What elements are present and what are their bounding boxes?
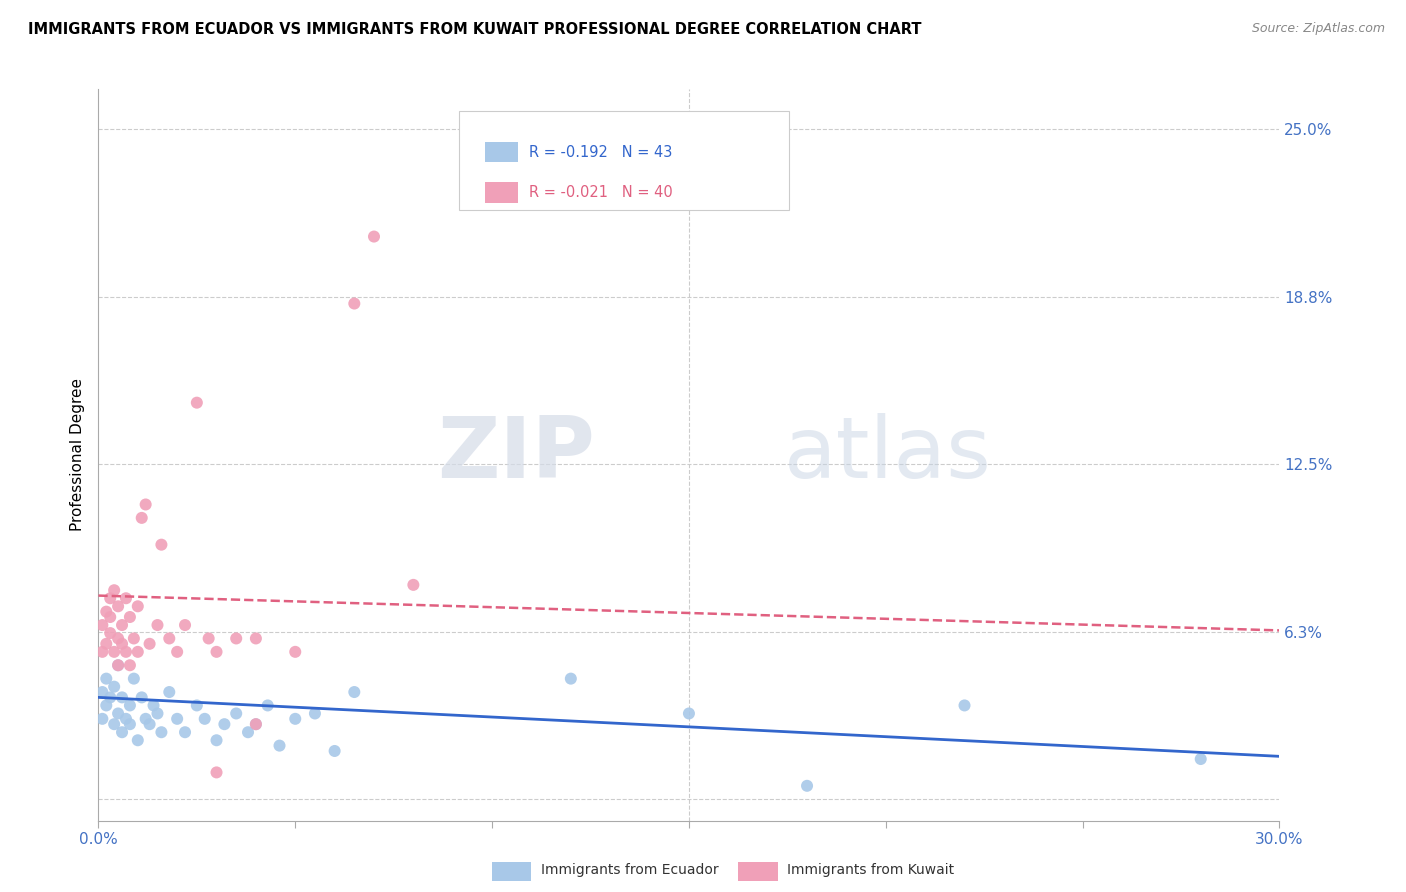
Point — [96, 637, 118, 651]
Point — [343, 685, 366, 699]
Point — [186, 698, 208, 713]
Point — [343, 296, 366, 310]
Point — [205, 645, 228, 659]
Point — [146, 618, 169, 632]
Point — [127, 599, 149, 614]
Point — [157, 685, 180, 699]
Point — [115, 712, 138, 726]
Point — [1189, 752, 1212, 766]
Point — [118, 698, 141, 713]
Point — [256, 698, 278, 713]
Text: R = -0.192   N = 43: R = -0.192 N = 43 — [530, 145, 673, 160]
Point — [122, 672, 145, 686]
Point — [225, 706, 247, 721]
Point — [103, 583, 125, 598]
Point — [214, 717, 236, 731]
Point — [150, 725, 173, 739]
Point — [115, 591, 138, 606]
Point — [127, 645, 149, 659]
Point — [284, 645, 307, 659]
Point — [131, 690, 153, 705]
Point — [402, 578, 425, 592]
Point — [96, 672, 118, 686]
Point — [138, 637, 160, 651]
Point — [796, 779, 818, 793]
Point — [91, 645, 114, 659]
Point — [107, 632, 129, 646]
Point — [103, 717, 125, 731]
Point — [98, 626, 121, 640]
Point — [166, 645, 188, 659]
Point — [118, 610, 141, 624]
Point — [111, 690, 134, 705]
Point — [107, 599, 129, 614]
Point — [197, 632, 219, 646]
Point — [98, 591, 121, 606]
Point — [98, 610, 121, 624]
Text: Immigrants from Kuwait: Immigrants from Kuwait — [787, 863, 955, 877]
Point — [103, 680, 125, 694]
Point — [91, 685, 114, 699]
Point — [111, 725, 134, 739]
Point — [245, 717, 267, 731]
Point — [150, 538, 173, 552]
Bar — [485, 182, 517, 202]
Point — [142, 698, 165, 713]
Point — [131, 511, 153, 525]
Point — [245, 717, 267, 731]
Text: Immigrants from Ecuador: Immigrants from Ecuador — [541, 863, 718, 877]
Point — [205, 765, 228, 780]
Point — [91, 712, 114, 726]
Point — [111, 637, 134, 651]
Point — [678, 706, 700, 721]
Point — [122, 632, 145, 646]
Point — [135, 498, 157, 512]
Point — [96, 605, 118, 619]
Point — [127, 733, 149, 747]
Text: Source: ZipAtlas.com: Source: ZipAtlas.com — [1251, 22, 1385, 36]
Point — [146, 706, 169, 721]
Point — [96, 698, 118, 713]
Point — [91, 618, 114, 632]
Point — [225, 632, 247, 646]
Point — [118, 717, 141, 731]
Point — [135, 712, 157, 726]
Text: R = -0.021   N = 40: R = -0.021 N = 40 — [530, 185, 673, 200]
Point — [560, 672, 582, 686]
FancyBboxPatch shape — [458, 112, 789, 210]
Point — [284, 712, 307, 726]
Point — [186, 395, 208, 409]
Point — [194, 712, 217, 726]
Point — [98, 690, 121, 705]
Point — [107, 706, 129, 721]
Text: ZIP: ZIP — [437, 413, 595, 497]
Text: atlas: atlas — [783, 413, 991, 497]
Point — [157, 632, 180, 646]
Point — [323, 744, 346, 758]
Point — [205, 733, 228, 747]
Point — [107, 658, 129, 673]
Point — [138, 717, 160, 731]
Point — [166, 712, 188, 726]
Point — [118, 658, 141, 673]
Point — [304, 706, 326, 721]
Y-axis label: Professional Degree: Professional Degree — [70, 378, 86, 532]
Point — [953, 698, 976, 713]
Point — [111, 618, 134, 632]
Point — [174, 725, 197, 739]
Point — [107, 658, 129, 673]
Bar — [485, 142, 517, 162]
Point — [236, 725, 259, 739]
Point — [103, 645, 125, 659]
Point — [174, 618, 197, 632]
Point — [115, 645, 138, 659]
Point — [363, 229, 385, 244]
Point — [269, 739, 291, 753]
Point — [245, 632, 267, 646]
Text: IMMIGRANTS FROM ECUADOR VS IMMIGRANTS FROM KUWAIT PROFESSIONAL DEGREE CORRELATIO: IMMIGRANTS FROM ECUADOR VS IMMIGRANTS FR… — [28, 22, 921, 37]
